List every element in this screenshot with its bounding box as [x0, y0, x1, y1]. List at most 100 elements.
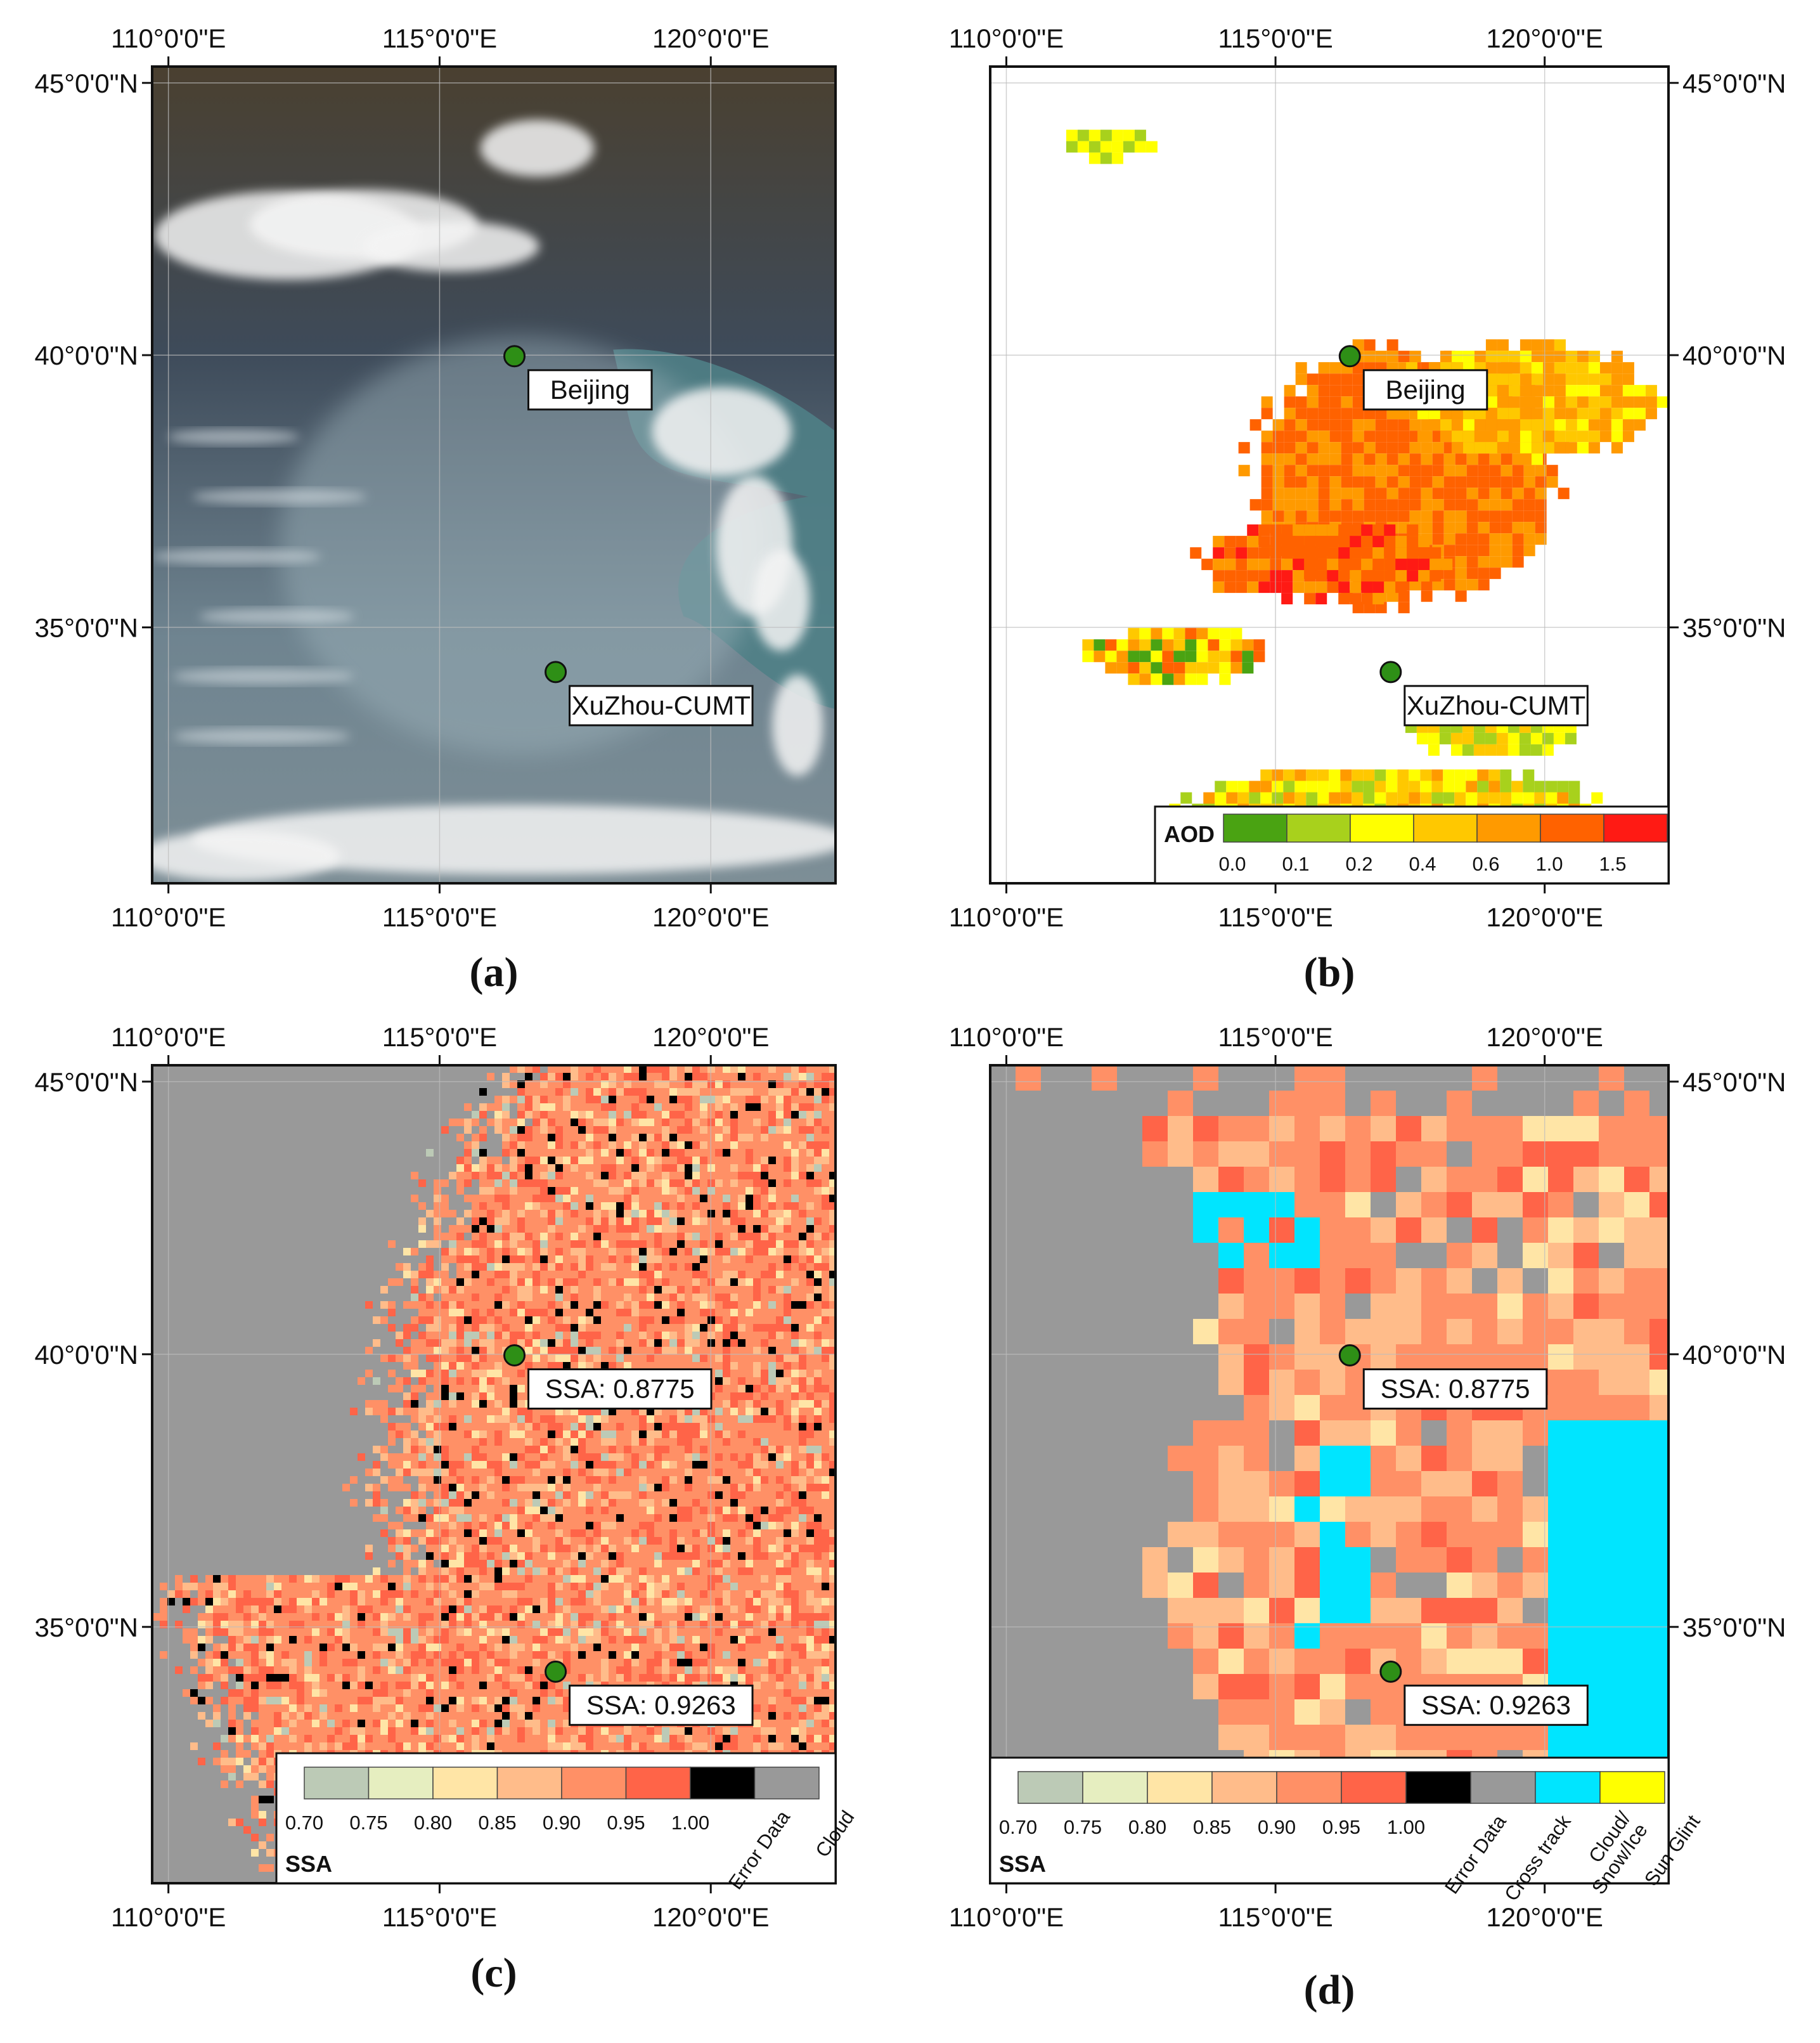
- aod-pixel: [1224, 536, 1236, 548]
- aod-pixel: [1372, 524, 1384, 536]
- ssa-pixel: [768, 1484, 776, 1491]
- ssa-pixel: [396, 1339, 403, 1347]
- ssa-pixel: [578, 1316, 586, 1324]
- ssa-pixel: [548, 1430, 555, 1438]
- ssa-pixel: [609, 1278, 616, 1286]
- ssa-pixel: [464, 1469, 472, 1476]
- ssa-pixel: [745, 1522, 753, 1529]
- ssa-pixel: [601, 1476, 609, 1484]
- ssa-pixel: [669, 1484, 677, 1491]
- ssa-pixel: [456, 1537, 464, 1545]
- ssa-pixel: [396, 1507, 403, 1514]
- ssa-pixel: [738, 1347, 745, 1354]
- ssa-pixel: [707, 1491, 715, 1499]
- ssa-pixel: [624, 1278, 631, 1286]
- ssa-pixel: [472, 1316, 479, 1324]
- ssa-pixel: [631, 1202, 639, 1210]
- aod-pixel: [1531, 453, 1543, 465]
- ssa-pixel: [715, 1278, 723, 1286]
- ssa-pixel: [753, 1461, 761, 1469]
- aod-pixel: [1432, 453, 1444, 465]
- ssa-pixel: [609, 1347, 616, 1354]
- ssa-pixel: [426, 1446, 434, 1453]
- ssa-pixel: [822, 1126, 829, 1134]
- ssa-pixel: [578, 1103, 586, 1111]
- ssa-pixel: [738, 1088, 745, 1096]
- ssa-pixel: [624, 1484, 631, 1491]
- ssa-pixel: [822, 1179, 829, 1187]
- ssa-pixel: [662, 1157, 669, 1164]
- aod-pixel: [1398, 442, 1410, 454]
- ssa-pixel: [472, 1141, 479, 1149]
- ssa-pixel: [609, 1324, 616, 1332]
- ssa-pixel: [449, 1507, 456, 1514]
- ssa-pixel: [586, 1126, 593, 1134]
- ssa-pixel: [639, 1195, 647, 1202]
- ssa-pixel: [289, 1575, 297, 1583]
- legend-tick-label: 0.2: [1345, 853, 1372, 875]
- ssa-pixel: [677, 1271, 685, 1278]
- ssa-pixel: [532, 1157, 540, 1164]
- ssa-pixel: [464, 1339, 472, 1347]
- ssa-pixel: [745, 1529, 753, 1537]
- ssa-pixel: [745, 1301, 753, 1309]
- aod-pixel: [1489, 545, 1501, 557]
- ssa-pixel: [479, 1217, 487, 1225]
- aod-pixel: [1443, 568, 1455, 580]
- ssa-pixel: [723, 1294, 730, 1301]
- aod-pixel: [1307, 385, 1319, 397]
- ssa-pixel: [669, 1560, 677, 1567]
- ssa-pixel: [616, 1225, 624, 1233]
- aod-pixel: [1542, 351, 1554, 363]
- aod-pixel: [1520, 351, 1532, 363]
- ssa-pixel: [464, 1370, 472, 1377]
- ssa-pixel: [791, 1469, 799, 1476]
- ssa-pixel: [784, 1507, 791, 1514]
- aod-pixel: [1111, 141, 1123, 153]
- ssa-pixel: [540, 1126, 548, 1134]
- aod-pixel: [1554, 431, 1566, 443]
- ssa-pixel: [487, 1172, 494, 1179]
- aod-pixel: [1327, 570, 1339, 582]
- cloud: [361, 221, 539, 272]
- ssa-pixel: [510, 1491, 517, 1499]
- ssa-pixel: [829, 1119, 836, 1126]
- ssa-pixel: [768, 1354, 776, 1362]
- ssa-pixel: [571, 1560, 578, 1567]
- ssa-pixel: [601, 1537, 609, 1545]
- ssa-pixel: [502, 1430, 510, 1438]
- ssa-pixel: [669, 1134, 677, 1141]
- legend-swatch: [1350, 814, 1414, 843]
- ssa-pixel: [639, 1080, 647, 1088]
- ssa-pixel: [434, 1453, 441, 1461]
- ssa-pixel: [555, 1263, 563, 1271]
- ssa-pixel: [753, 1469, 761, 1476]
- ssa-pixel: [631, 1552, 639, 1560]
- ssa-pixel: [715, 1294, 723, 1301]
- aod-pixel: [1284, 385, 1296, 397]
- ssa-pixel: [753, 1217, 761, 1225]
- ssa-pixel: [745, 1324, 753, 1332]
- ssa-pixel: [829, 1469, 836, 1476]
- aod-pixel: [1417, 431, 1429, 443]
- ssa-pixel: [563, 1103, 571, 1111]
- aod-pixel: [1363, 792, 1375, 804]
- ssa-pixel: [502, 1278, 510, 1286]
- ssa-pixel: [183, 1583, 190, 1590]
- top-lon-label: 110°0'0"E: [949, 23, 1064, 53]
- ssa-pixel: [806, 1294, 814, 1301]
- ssa-pixel: [555, 1560, 563, 1567]
- ssa-pixel: [806, 1499, 814, 1507]
- ssa-pixel: [662, 1271, 669, 1278]
- ssa-pixel: [685, 1453, 692, 1461]
- ssa-pixel: [578, 1149, 586, 1157]
- ssa-pixel: [555, 1453, 563, 1461]
- ssa-pixel: [723, 1301, 730, 1309]
- ssa-pixel: [578, 1294, 586, 1301]
- ssa-pixel: [707, 1233, 715, 1240]
- ssa-pixel: [700, 1126, 707, 1134]
- ssa-pixel: [700, 1065, 707, 1073]
- ssa-pixel: [517, 1324, 525, 1332]
- ssa-pixel: [814, 1514, 822, 1522]
- ssa-pixel: [707, 1126, 715, 1134]
